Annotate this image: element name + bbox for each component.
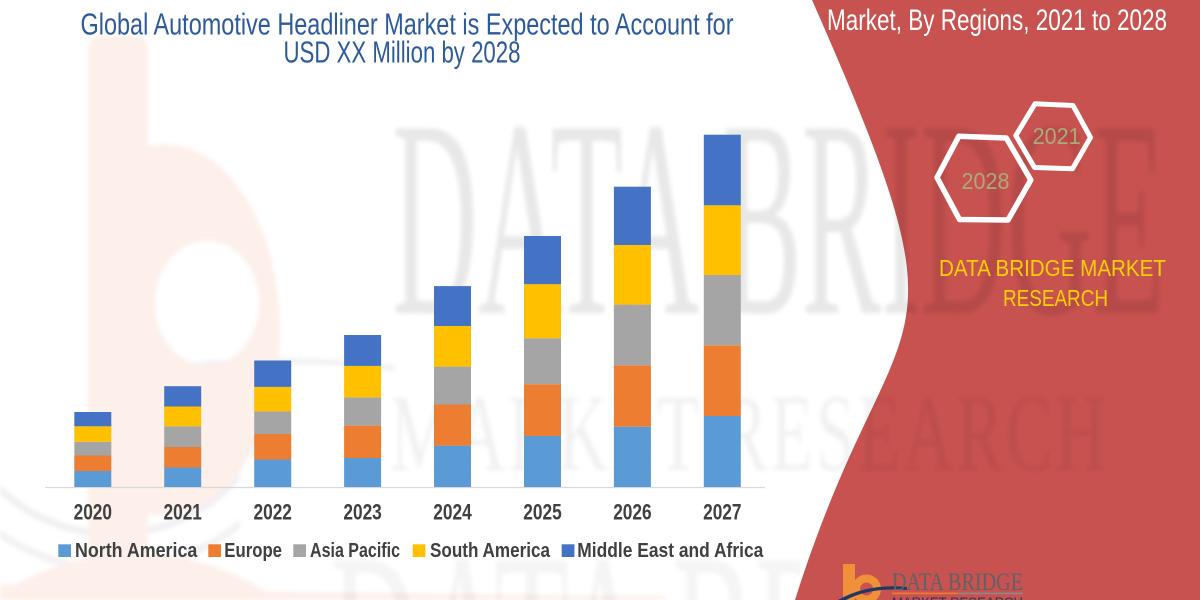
svg-text:2023: 2023	[343, 500, 381, 525]
svg-text:Market, By Regions, 2021 to 20: Market, By Regions, 2021 to 2028	[827, 4, 1167, 37]
svg-text:2022: 2022	[254, 500, 292, 525]
svg-text:2027: 2027	[703, 500, 741, 525]
svg-text:Asia Pacific: Asia Pacific	[310, 540, 400, 562]
svg-text:2028: 2028	[962, 168, 1010, 194]
svg-text:DATA BRIDGE MARKET: DATA BRIDGE MARKET	[939, 255, 1166, 281]
svg-text:South America: South America	[430, 540, 551, 562]
svg-text:DATA BRIDGE: DATA BRIDGE	[892, 569, 1023, 596]
svg-text:2024: 2024	[433, 500, 472, 525]
svg-text:North America: North America	[75, 540, 198, 562]
svg-text:2021: 2021	[164, 500, 202, 525]
svg-text:USD XX Million by 2028: USD XX Million by 2028	[284, 35, 521, 70]
svg-text:Europe: Europe	[224, 540, 282, 562]
svg-text:MARKET RESEARCH: MARKET RESEARCH	[892, 595, 1023, 600]
svg-text:Global Automotive Headliner Ma: Global Automotive Headliner Market is Ex…	[81, 7, 734, 42]
svg-text:DATA BRIDGE: DATA BRIDGE	[392, 62, 1165, 375]
svg-text:2020: 2020	[74, 500, 112, 525]
svg-text:RESEARCH: RESEARCH	[1003, 285, 1108, 311]
svg-text:2021: 2021	[1033, 123, 1081, 149]
svg-text:2025: 2025	[523, 500, 561, 525]
svg-text:MARKET RESEARCH: MARKET RESEARCH	[390, 372, 1106, 494]
svg-text:2026: 2026	[613, 500, 651, 525]
svg-text:Middle East and Africa: Middle East and Africa	[577, 540, 764, 562]
